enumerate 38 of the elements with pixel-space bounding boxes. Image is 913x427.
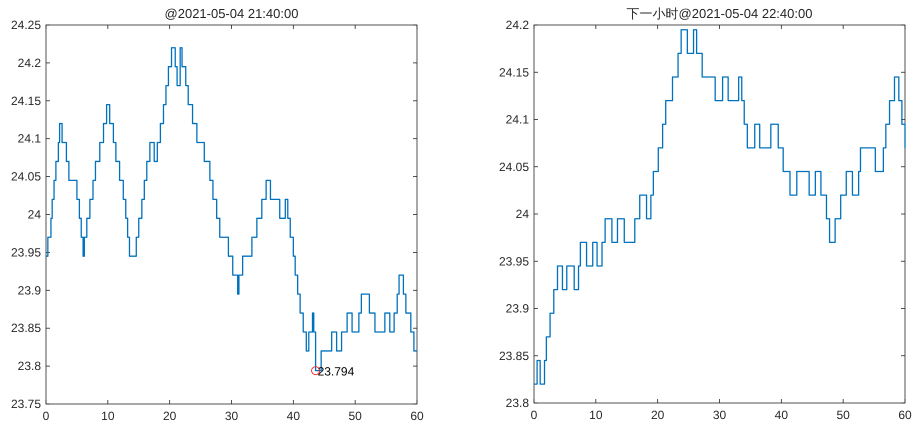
x-tick-label: 20 bbox=[162, 409, 177, 423]
y-tick-label: 24 bbox=[516, 207, 530, 221]
y-tick-label: 23.95 bbox=[10, 245, 42, 260]
x-tick-label: 0 bbox=[42, 409, 50, 423]
x-tick-label: 10 bbox=[101, 409, 115, 423]
chart-title: @2021-05-04 21:40:00 bbox=[164, 6, 298, 21]
y-tick-label: 24.1 bbox=[18, 132, 42, 146]
y-tick-label: 24.05 bbox=[10, 170, 42, 184]
x-tick-label: 40 bbox=[286, 409, 300, 423]
annotation: 23.794 bbox=[318, 364, 355, 379]
x-tick-label: 40 bbox=[774, 408, 788, 422]
y-tick-label: 23.95 bbox=[498, 254, 530, 268]
y-tick-label: 23.9 bbox=[506, 302, 530, 316]
y-tick-label: 24.15 bbox=[10, 94, 42, 108]
y-tick-label: 23.8 bbox=[18, 359, 42, 374]
y-tick-label: 24.2 bbox=[506, 18, 530, 32]
x-tick-label: 20 bbox=[650, 408, 665, 422]
y-tick-label: 24.15 bbox=[498, 65, 530, 80]
y-tick-label: 24.05 bbox=[498, 160, 530, 174]
x-tick-label: 50 bbox=[348, 409, 362, 423]
x-tick-label: 60 bbox=[410, 409, 424, 423]
y-tick-label: 23.75 bbox=[10, 397, 42, 411]
x-tick-label: 30 bbox=[712, 408, 726, 422]
chart-title: 下一小时@2021-05-04 22:40:00 bbox=[626, 6, 812, 21]
x-tick-label: 30 bbox=[224, 409, 238, 423]
x-tick-label: 10 bbox=[589, 408, 603, 422]
x-tick-label: 50 bbox=[836, 408, 850, 422]
y-tick-label: 23.9 bbox=[18, 283, 42, 298]
x-tick-label: 0 bbox=[530, 408, 538, 422]
y-tick-label: 24.2 bbox=[18, 56, 42, 70]
annotation: 23.794 bbox=[311, 364, 354, 379]
y-tick-label: 23.8 bbox=[506, 396, 530, 410]
y-tick-label: 23.85 bbox=[498, 348, 530, 363]
y-tick-label: 24.1 bbox=[506, 112, 530, 126]
y-tick-label: 23.85 bbox=[10, 321, 42, 336]
y-tick-label: 24 bbox=[28, 208, 42, 222]
y-tick-label: 24.25 bbox=[10, 18, 42, 32]
x-tick-label: 60 bbox=[898, 408, 912, 422]
